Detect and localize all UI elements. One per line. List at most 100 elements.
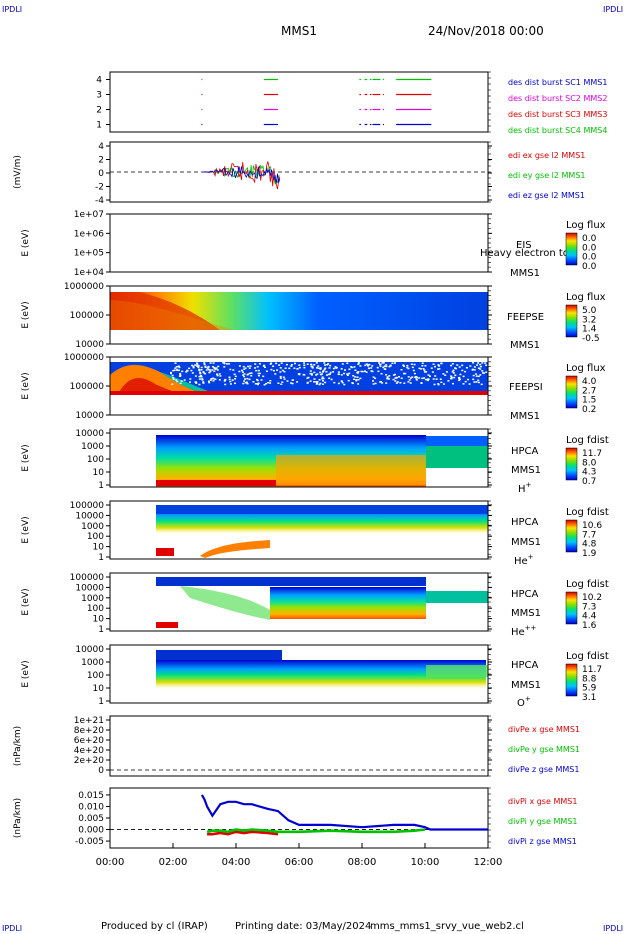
speckle <box>367 367 370 370</box>
speckle <box>303 366 306 369</box>
speckle <box>481 362 484 364</box>
speckle <box>270 368 273 371</box>
speckle <box>359 377 362 380</box>
speckle <box>242 374 245 376</box>
speckle <box>394 362 396 364</box>
speckle <box>204 372 207 375</box>
panel-ylabel: E (eV) <box>21 516 31 543</box>
speckle <box>425 371 428 373</box>
speckle <box>371 365 374 367</box>
speckle <box>228 363 231 365</box>
instrument-label: FEEPSE <box>507 312 544 323</box>
speckle <box>404 372 407 375</box>
speckle <box>258 372 261 375</box>
y-tick-label: 1e+21 <box>74 716 104 726</box>
speckle <box>256 379 259 382</box>
speckle <box>208 380 210 383</box>
speckle <box>245 381 248 383</box>
speckle <box>367 365 369 367</box>
y-tick-label: 1000 <box>81 442 104 452</box>
colorbar-title: Log fdist <box>566 651 609 662</box>
speckle <box>357 363 360 365</box>
speckle <box>435 378 438 380</box>
speckle <box>243 368 246 370</box>
speckle <box>215 367 218 369</box>
speckle <box>199 371 202 374</box>
speckle <box>467 378 469 381</box>
speckle <box>452 369 455 372</box>
speckle <box>403 365 405 367</box>
speckle <box>179 374 182 376</box>
speckle <box>254 383 257 385</box>
speckle <box>254 367 256 369</box>
colorbar: Log flux 0.00.00.00.0 <box>565 220 606 272</box>
speckle <box>319 371 322 374</box>
panel-frame <box>109 213 489 273</box>
speckle <box>324 364 326 366</box>
speckle <box>269 382 272 384</box>
speckle <box>209 370 212 373</box>
legend-entry: edi ex gse l2 MMS1 <box>508 151 585 160</box>
panel-ylabel: E (eV) <box>21 229 31 256</box>
speckle <box>223 380 226 382</box>
speckle <box>482 372 484 374</box>
speckle <box>248 367 251 369</box>
speckle <box>172 369 175 372</box>
speckle <box>395 382 398 384</box>
speckle <box>357 383 360 385</box>
speckle <box>296 381 299 383</box>
colorbar-tick-label: 0.0 <box>582 262 597 272</box>
figure-date: 24/Nov/2018 00:00 <box>428 24 544 38</box>
speckle <box>328 377 331 379</box>
legend-entry: divPi y gse MMS1 <box>508 817 577 826</box>
y-tick-label: 100000 <box>70 573 105 583</box>
speckle <box>479 368 482 370</box>
speckle <box>413 372 416 375</box>
speckle <box>322 371 324 373</box>
speckle <box>210 378 213 380</box>
speckle <box>437 383 440 386</box>
spacecraft-label: MMS1 <box>511 608 541 619</box>
speckle <box>391 362 394 364</box>
speckle <box>439 378 442 380</box>
speckle <box>224 383 227 386</box>
speckle <box>343 372 346 375</box>
speckle <box>481 370 484 372</box>
speckle <box>341 381 344 384</box>
speckle <box>310 363 313 366</box>
colorbar-tick-label: 4.3 <box>582 468 596 478</box>
speckle <box>246 377 249 380</box>
y-tick-label: 1 <box>98 481 104 491</box>
speckle <box>265 382 267 385</box>
species-label: Heavy electron tof <box>480 248 573 259</box>
speckle <box>423 371 426 373</box>
speckle <box>337 373 340 375</box>
spacecraft-label: MMS1 <box>510 411 540 422</box>
colorbar-gradient <box>565 232 578 266</box>
speckle <box>316 382 319 384</box>
speckle <box>203 363 206 365</box>
speckle <box>249 365 252 367</box>
y-tick-label: 10 <box>93 543 105 553</box>
speckle <box>194 364 197 366</box>
speckle <box>243 373 246 375</box>
speckle <box>381 362 384 364</box>
speckle <box>421 365 424 367</box>
speckle <box>281 369 284 372</box>
legend-entry: des dist burst SC3 MMS3 <box>508 110 607 119</box>
speckle <box>464 370 467 373</box>
speckle <box>171 383 174 385</box>
footer-produced: Produced by cl (IRAP) <box>101 921 208 932</box>
spectrogram-top-a <box>156 577 426 586</box>
speckle <box>383 365 386 367</box>
speckle <box>203 362 206 364</box>
speckle <box>199 372 202 375</box>
speckle <box>310 373 313 375</box>
speckle <box>473 366 476 368</box>
speckle <box>298 373 301 375</box>
speckle <box>192 366 195 369</box>
speckle <box>443 383 445 385</box>
speckle <box>340 374 343 376</box>
